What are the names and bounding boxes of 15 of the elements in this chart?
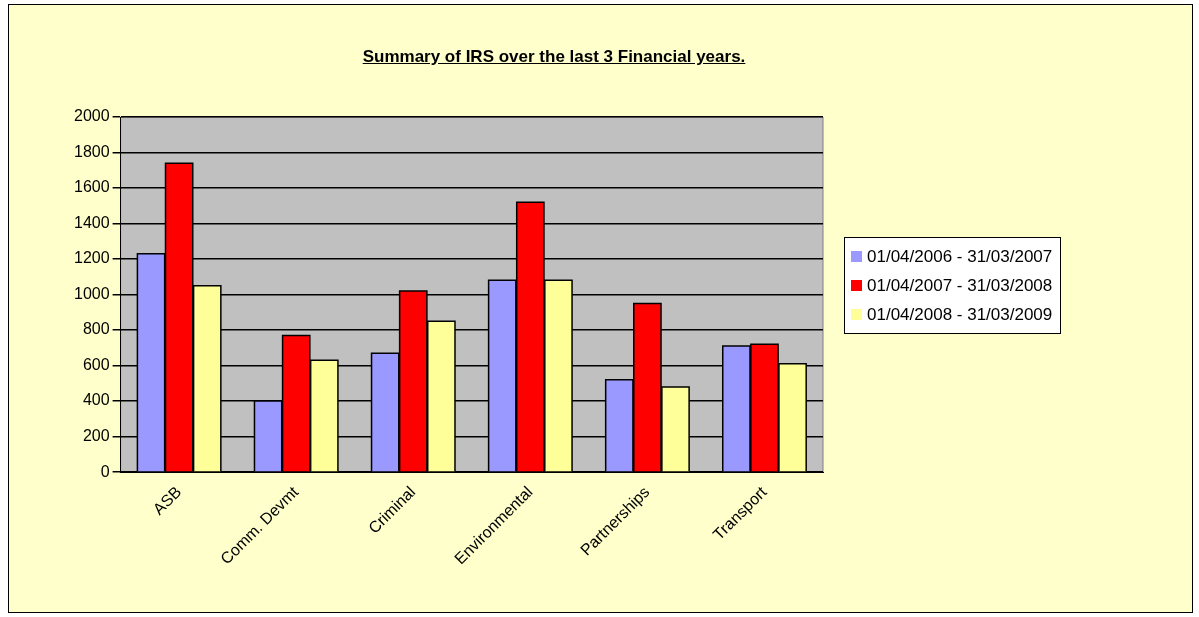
y-tick-label: 1200 [74,249,110,267]
y-tick-label: 1800 [74,142,110,160]
y-tick-label: 1600 [74,178,110,196]
y-tick-label: 800 [82,320,110,338]
y-tick-label: 600 [82,355,110,373]
y-tick-label: 1400 [74,213,110,231]
y-tick-label: 200 [82,427,110,444]
legend-label: 01/04/2008 - 31/03/2009 [867,304,1053,325]
chart-title: Summary of IRS over the last 3 Financial years. [361,47,747,67]
y-tick-label: 1000 [74,284,110,302]
y-tick-label: 2000 [74,107,110,125]
y-tick-label: 0 [100,462,110,480]
legend-label: 01/04/2006 - 31/03/2007 [867,246,1053,267]
y-tick-label: 400 [82,391,110,409]
legend-label: 01/04/2007 - 31/03/2008 [867,275,1053,296]
